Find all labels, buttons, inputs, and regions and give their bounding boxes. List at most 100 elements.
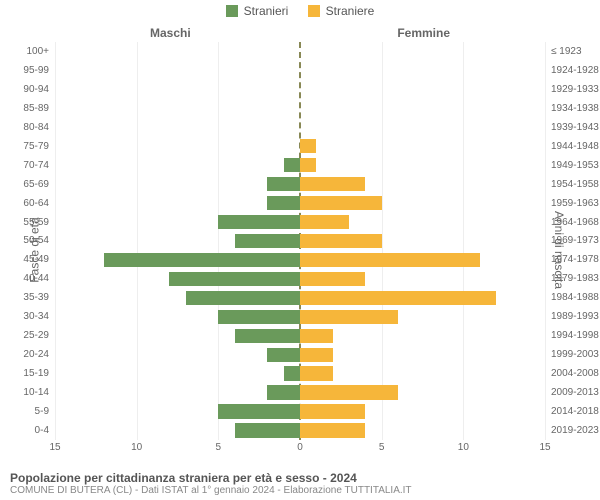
pyramid-row: 65-691954-1958: [55, 175, 545, 194]
age-label: 5-9: [35, 406, 55, 417]
bar-male: [267, 177, 300, 191]
legend-swatch-female: [308, 5, 320, 17]
bar-female: [300, 177, 365, 191]
birth-label: 1989-1993: [545, 311, 599, 322]
pyramid-row: 45-491974-1978: [55, 250, 545, 269]
bar-male: [267, 348, 300, 362]
birth-label: 2019-2023: [545, 425, 599, 436]
bar-female: [300, 158, 316, 172]
bar-male: [218, 215, 300, 229]
footer-title: Popolazione per cittadinanza straniera p…: [10, 471, 590, 485]
birth-label: 1924-1928: [545, 65, 599, 76]
bar-male: [235, 423, 300, 437]
bar-female: [300, 215, 349, 229]
bar-female: [300, 404, 365, 418]
header-male: Maschi: [150, 26, 191, 40]
legend-label-male: Stranieri: [244, 4, 289, 18]
bar-female: [300, 348, 333, 362]
x-tick: 15: [49, 442, 60, 453]
age-label: 100+: [26, 46, 55, 57]
bar-female: [300, 196, 382, 210]
birth-label: ≤ 1923: [545, 46, 582, 57]
pyramid-row: 80-841939-1943: [55, 118, 545, 137]
pyramid-row: 90-941929-1933: [55, 80, 545, 99]
pyramid-row: 35-391984-1988: [55, 288, 545, 307]
age-label: 0-4: [35, 425, 55, 436]
footer-subtitle: COMUNE DI BUTERA (CL) - Dati ISTAT al 1°…: [10, 485, 590, 496]
birth-label: 1939-1943: [545, 122, 599, 133]
age-label: 65-69: [23, 179, 55, 190]
bar-female: [300, 139, 316, 153]
birth-label: 1959-1963: [545, 198, 599, 209]
pyramid-row: 100+≤ 1923: [55, 42, 545, 61]
age-label: 25-29: [23, 330, 55, 341]
pyramid-chart: Stranieri Straniere Maschi Femmine Fasce…: [0, 0, 600, 500]
pyramid-row: 0-42019-2023: [55, 421, 545, 440]
pyramid-row: 75-791944-1948: [55, 137, 545, 156]
x-tick: 5: [379, 442, 385, 453]
bar-male: [235, 329, 300, 343]
bar-male: [267, 385, 300, 399]
pyramid-row: 55-591964-1968: [55, 213, 545, 232]
age-label: 95-99: [23, 65, 55, 76]
age-label: 30-34: [23, 311, 55, 322]
bar-male: [235, 234, 300, 248]
pyramid-row: 10-142009-2013: [55, 383, 545, 402]
bar-female: [300, 329, 333, 343]
bar-female: [300, 291, 496, 305]
legend: Stranieri Straniere: [0, 4, 600, 20]
x-tick: 5: [216, 442, 222, 453]
birth-label: 1949-1953: [545, 160, 599, 171]
x-tick: 0: [297, 442, 303, 453]
pyramid-row: 85-891934-1938: [55, 99, 545, 118]
age-label: 55-59: [23, 217, 55, 228]
age-label: 85-89: [23, 103, 55, 114]
age-label: 80-84: [23, 122, 55, 133]
birth-label: 2014-2018: [545, 406, 599, 417]
birth-label: 1944-1948: [545, 141, 599, 152]
birth-label: 1969-1973: [545, 235, 599, 246]
birth-label: 2009-2013: [545, 387, 599, 398]
pyramid-row: 20-241999-2003: [55, 345, 545, 364]
bar-female: [300, 385, 398, 399]
birth-label: 1979-1983: [545, 273, 599, 284]
age-label: 50-54: [23, 235, 55, 246]
age-label: 40-44: [23, 273, 55, 284]
birth-label: 1929-1933: [545, 84, 599, 95]
bar-male: [284, 366, 300, 380]
pyramid-row: 5-92014-2018: [55, 402, 545, 421]
birth-label: 1999-2003: [545, 349, 599, 360]
x-tick: 10: [458, 442, 469, 453]
legend-item-female: Straniere: [308, 4, 375, 18]
x-tick: 15: [539, 442, 550, 453]
age-label: 10-14: [23, 387, 55, 398]
birth-label: 1954-1958: [545, 179, 599, 190]
bar-male: [267, 196, 300, 210]
bar-male: [186, 291, 300, 305]
pyramid-row: 60-641959-1963: [55, 194, 545, 213]
bar-female: [300, 253, 480, 267]
age-label: 45-49: [23, 254, 55, 265]
birth-label: 2004-2008: [545, 368, 599, 379]
header-female: Femmine: [397, 26, 450, 40]
age-label: 90-94: [23, 84, 55, 95]
pyramid-row: 70-741949-1953: [55, 156, 545, 175]
pyramid-row: 95-991924-1928: [55, 61, 545, 80]
birth-label: 1994-1998: [545, 330, 599, 341]
bar-female: [300, 366, 333, 380]
bar-female: [300, 272, 365, 286]
plot-area: 100+≤ 192395-991924-192890-941929-193385…: [55, 42, 545, 440]
bar-male: [218, 310, 300, 324]
pyramid-row: 15-192004-2008: [55, 364, 545, 383]
x-axis: 15105051015: [55, 442, 545, 456]
age-label: 35-39: [23, 292, 55, 303]
bar-female: [300, 310, 398, 324]
footer: Popolazione per cittadinanza straniera p…: [10, 471, 590, 496]
bar-male: [169, 272, 300, 286]
pyramid-row: 40-441979-1983: [55, 269, 545, 288]
birth-label: 1974-1978: [545, 254, 599, 265]
legend-item-male: Stranieri: [226, 4, 289, 18]
bar-female: [300, 234, 382, 248]
birth-label: 1964-1968: [545, 217, 599, 228]
legend-swatch-male: [226, 5, 238, 17]
